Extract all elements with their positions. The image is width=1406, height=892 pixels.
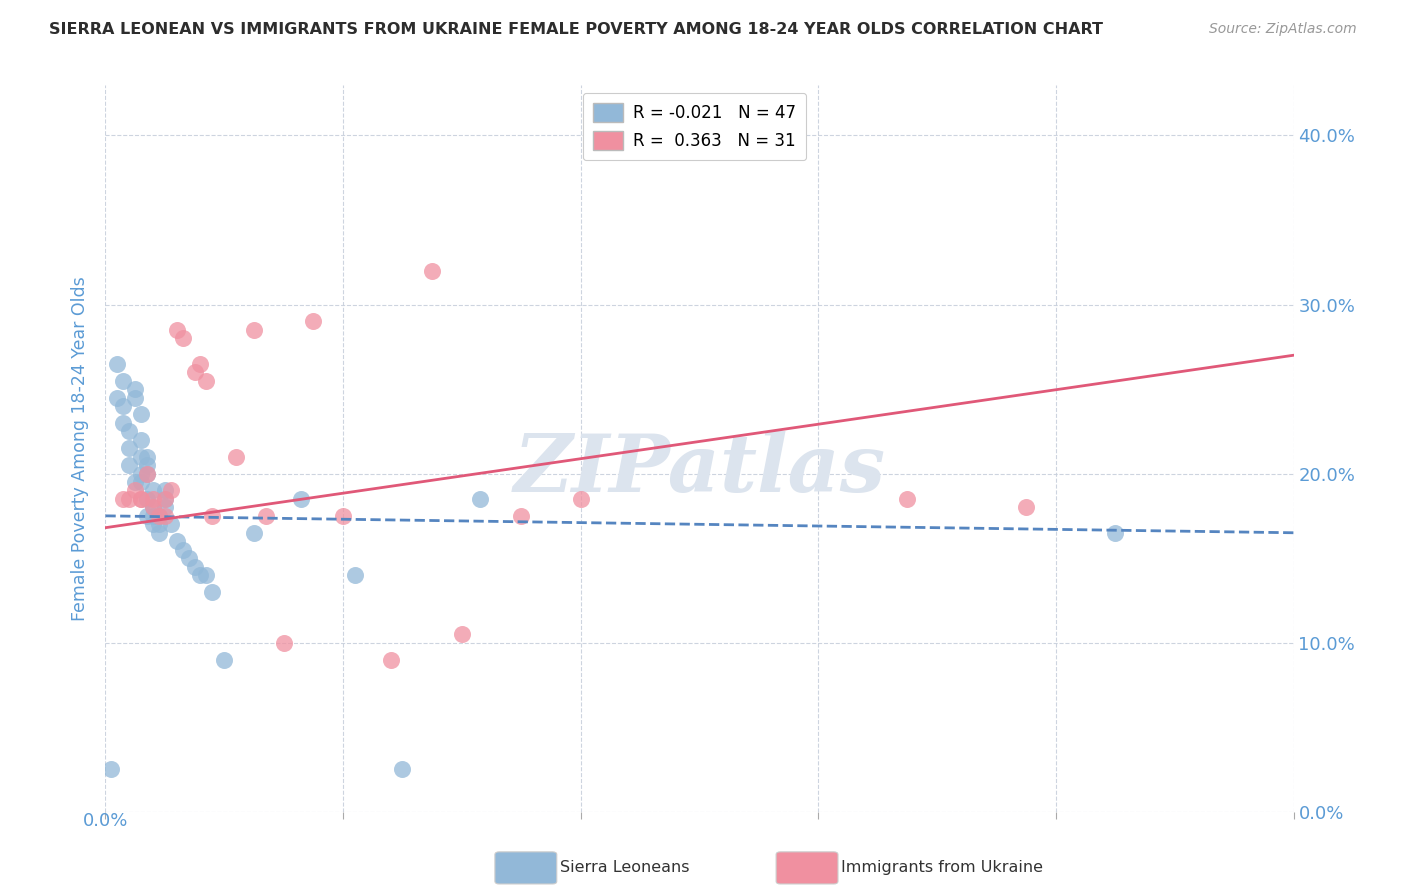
Point <box>100 763 122 777</box>
Point <box>136 458 159 472</box>
Point <box>105 357 128 371</box>
Point <box>136 450 159 464</box>
Point <box>153 483 176 498</box>
Point <box>124 475 146 489</box>
Point <box>569 491 592 506</box>
Y-axis label: Female Poverty Among 18-24 Year Olds: Female Poverty Among 18-24 Year Olds <box>72 276 90 621</box>
Point <box>183 559 205 574</box>
Point <box>1015 500 1038 515</box>
Point <box>896 491 918 506</box>
Point <box>172 331 194 345</box>
Point <box>148 508 170 523</box>
Point <box>112 491 135 506</box>
Point <box>129 450 152 464</box>
Point <box>142 517 165 532</box>
Point <box>148 508 170 523</box>
Point <box>105 391 128 405</box>
Point <box>136 467 159 481</box>
Point <box>112 374 135 388</box>
Legend: R = -0.021   N = 47, R =  0.363   N = 31: R = -0.021 N = 47, R = 0.363 N = 31 <box>583 93 806 160</box>
Point <box>136 491 159 506</box>
Point <box>118 425 141 439</box>
Point <box>243 323 266 337</box>
Point <box>142 508 165 523</box>
Point <box>225 450 247 464</box>
Point <box>195 374 218 388</box>
Point <box>148 517 170 532</box>
Text: 0.0%: 0.0% <box>83 812 128 830</box>
Point <box>142 491 165 506</box>
Point <box>510 508 533 523</box>
Point <box>214 652 236 666</box>
Point <box>153 500 176 515</box>
Point <box>190 357 212 371</box>
Point <box>142 483 165 498</box>
Point <box>159 517 181 532</box>
Point <box>124 391 146 405</box>
Point <box>201 508 224 523</box>
Text: Source: ZipAtlas.com: Source: ZipAtlas.com <box>1209 22 1357 37</box>
Point <box>468 491 491 506</box>
Point <box>136 467 159 481</box>
Point <box>380 652 402 666</box>
Point <box>1104 525 1126 540</box>
Point <box>129 467 152 481</box>
Point <box>129 491 152 506</box>
Point <box>177 551 200 566</box>
Point <box>142 500 165 515</box>
Point <box>118 442 141 455</box>
Point <box>290 491 312 506</box>
Point <box>124 483 146 498</box>
Point <box>302 314 325 328</box>
Point <box>153 508 176 523</box>
Point <box>273 635 295 649</box>
Point <box>420 263 443 277</box>
Point <box>166 323 188 337</box>
Point <box>159 483 181 498</box>
Point <box>112 399 135 413</box>
Text: Sierra Leoneans: Sierra Leoneans <box>560 861 689 875</box>
Point <box>153 491 176 506</box>
Point <box>148 525 170 540</box>
Point <box>142 500 165 515</box>
Text: SIERRA LEONEAN VS IMMIGRANTS FROM UKRAINE FEMALE POVERTY AMONG 18-24 YEAR OLDS C: SIERRA LEONEAN VS IMMIGRANTS FROM UKRAIN… <box>49 22 1104 37</box>
Point <box>172 542 194 557</box>
Point <box>201 585 224 599</box>
Point <box>254 508 277 523</box>
Point <box>343 568 366 582</box>
Point <box>450 627 472 641</box>
Point <box>129 491 152 506</box>
Point <box>183 365 205 379</box>
Point <box>190 568 212 582</box>
Point <box>129 408 152 422</box>
Point <box>129 475 152 489</box>
Point <box>153 491 176 506</box>
Point <box>118 491 141 506</box>
Point <box>166 534 188 549</box>
Point <box>124 382 146 396</box>
Point <box>129 433 152 447</box>
Point <box>195 568 218 582</box>
Point <box>118 458 141 472</box>
Text: Immigrants from Ukraine: Immigrants from Ukraine <box>841 861 1043 875</box>
Text: ZIPatlas: ZIPatlas <box>513 432 886 508</box>
Point <box>391 763 413 777</box>
Point <box>332 508 354 523</box>
Point <box>243 525 266 540</box>
Point <box>112 416 135 430</box>
Point <box>136 508 159 523</box>
